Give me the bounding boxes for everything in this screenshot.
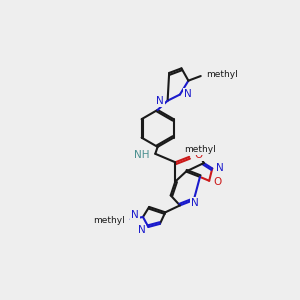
Text: N: N xyxy=(137,225,145,235)
Text: N: N xyxy=(156,96,164,106)
Text: NH: NH xyxy=(134,150,149,160)
Text: N: N xyxy=(131,210,139,220)
Text: methyl: methyl xyxy=(184,145,216,154)
Text: N: N xyxy=(191,198,198,208)
Text: N: N xyxy=(216,163,224,173)
Text: methyl: methyl xyxy=(206,70,238,79)
Text: methyl: methyl xyxy=(94,216,125,225)
Text: N: N xyxy=(184,89,191,99)
Text: O: O xyxy=(195,150,203,160)
Text: O: O xyxy=(213,176,221,187)
